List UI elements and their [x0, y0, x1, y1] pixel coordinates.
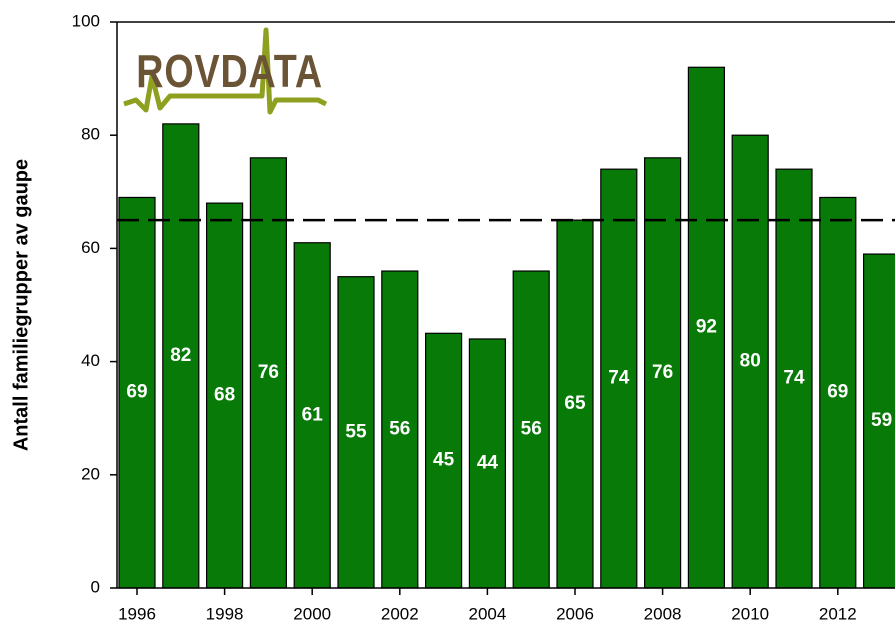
bar	[775, 168, 813, 589]
bar	[337, 276, 375, 589]
x-tick-label: 2012	[819, 604, 857, 623]
value-label: 56	[389, 419, 410, 440]
value-label: 56	[521, 419, 542, 440]
bar	[512, 270, 550, 589]
value-label: 80	[740, 351, 761, 372]
value-label: 61	[302, 404, 324, 425]
value-label: 92	[696, 317, 717, 338]
bar	[206, 202, 244, 589]
bar	[249, 157, 287, 589]
bar	[862, 253, 895, 589]
value-label: 45	[433, 450, 455, 471]
bar	[162, 123, 200, 589]
y-axis-label: Antall familiegrupper av gaupe	[10, 159, 32, 451]
y-tick-label: 60	[81, 238, 100, 257]
logo-text: ROVDATA	[136, 46, 323, 97]
x-tick-label: 2008	[644, 604, 682, 623]
value-label: 69	[827, 382, 848, 403]
bar	[643, 157, 682, 589]
value-label: 68	[214, 385, 235, 406]
bar	[819, 196, 857, 589]
bar	[687, 66, 726, 589]
x-tick-label: 2000	[293, 604, 331, 623]
bar	[731, 134, 769, 589]
x-tick-label: 2006	[556, 604, 594, 623]
x-tick-label: 2010	[731, 604, 769, 623]
y-tick-label: 80	[81, 125, 100, 144]
x-tick-label: 2004	[468, 604, 506, 623]
y-tick-label: 100	[72, 11, 100, 30]
value-label: 74	[608, 368, 630, 389]
value-label: 82	[170, 345, 191, 366]
bar	[468, 338, 506, 589]
y-tick-label: 20	[81, 464, 100, 483]
value-label: 59	[871, 410, 892, 431]
value-label: 65	[564, 393, 586, 414]
y-tick-label: 40	[81, 351, 100, 370]
logo-wave	[123, 27, 328, 115]
bar	[600, 168, 638, 589]
value-label: 76	[258, 362, 279, 383]
bar	[381, 270, 419, 589]
x-tick-label: 1996	[118, 604, 156, 623]
value-label: 55	[345, 421, 367, 442]
value-label: 69	[126, 382, 147, 403]
x-tick-label: 1998	[206, 604, 244, 623]
value-label: 74	[783, 368, 805, 389]
logo: ROVDATA	[123, 27, 328, 115]
y-tick-label: 0	[91, 577, 100, 596]
bar	[556, 219, 594, 589]
x-tick-label: 2002	[381, 604, 419, 623]
value-label: 44	[477, 452, 499, 473]
value-label: 76	[652, 362, 673, 383]
